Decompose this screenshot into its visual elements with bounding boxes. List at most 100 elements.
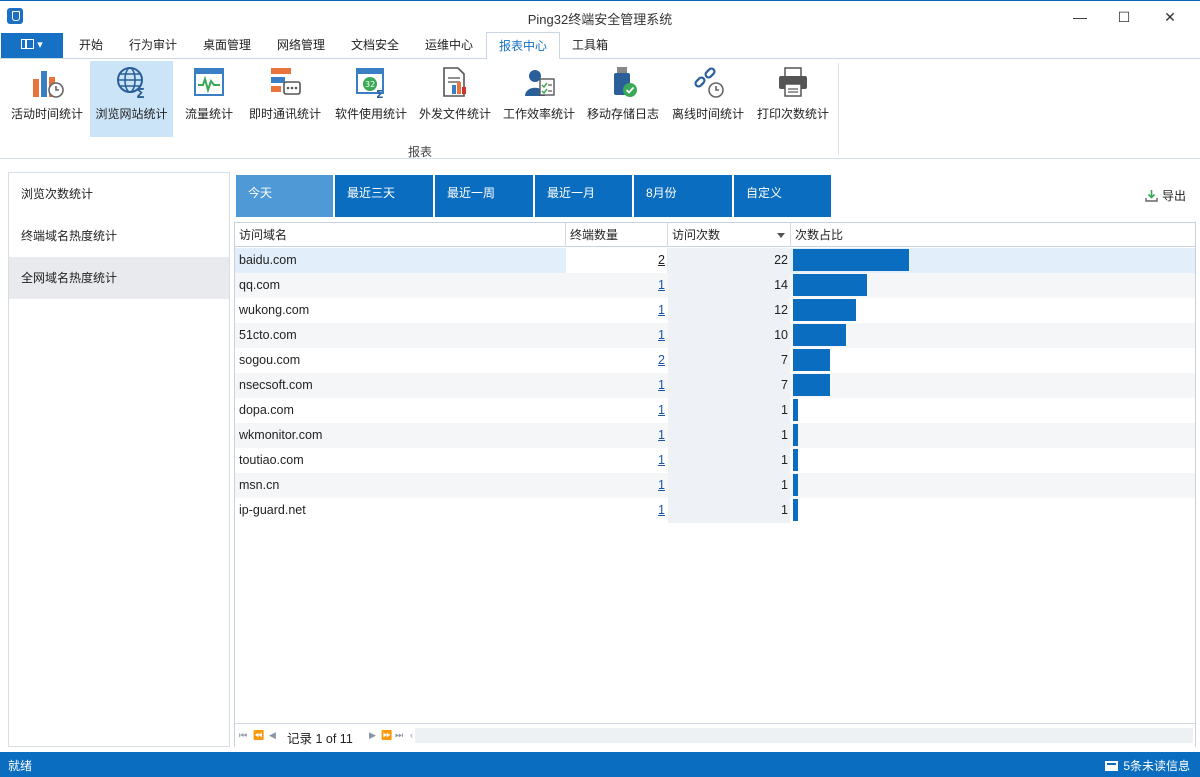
table-row[interactable]: sogou.com 2 7: [235, 348, 1195, 373]
table-row[interactable]: ip-guard.net 1 1: [235, 498, 1195, 523]
report-nav-panel: 浏览次数统计 终端域名热度统计 全网域名热度统计: [8, 172, 230, 747]
app-menu-button[interactable]: ▾: [1, 33, 63, 58]
domain-cell: wkmonitor.com: [239, 428, 323, 442]
sort-descending-icon: [777, 233, 785, 238]
ribbon-traffic-button[interactable]: 流量统计: [180, 61, 238, 137]
date-tab-today[interactable]: 今天: [236, 175, 333, 217]
visit-count-cell: 7: [781, 353, 788, 367]
export-button[interactable]: 导出: [1145, 187, 1186, 204]
tab-start[interactable]: 开始: [78, 38, 103, 52]
column-header-label: 访问次数: [672, 228, 721, 242]
visit-count-cell: 14: [774, 278, 788, 292]
column-header-ratio[interactable]: 次数占比: [795, 228, 844, 242]
last-page-icon[interactable]: ⏭: [395, 730, 404, 740]
visit-cell-background: [668, 248, 790, 273]
ribbon-print-count-button[interactable]: 打印次数统计: [752, 61, 834, 137]
table-row[interactable]: wukong.com 1 12: [235, 298, 1195, 323]
visit-cell-background: [668, 273, 790, 298]
unread-messages-label: 5条未读信息: [1123, 759, 1190, 773]
domain-cell: msn.cn: [239, 478, 280, 492]
prev-page-group-icon[interactable]: ⏪: [253, 730, 265, 740]
grid-header: 访问域名 终端数量 访问次数 次数占比: [235, 223, 1195, 247]
ribbon-group-separator: [838, 63, 839, 155]
tab-document-security[interactable]: 文档安全: [350, 38, 399, 52]
domain-stats-grid: 访问域名 终端数量 访问次数 次数占比 baidu.com 2 22 qq.com 1 1…: [234, 222, 1196, 747]
tab-desktop-management[interactable]: 桌面管理: [202, 38, 251, 52]
outgoing-file-icon: [438, 65, 472, 99]
terminal-count-link[interactable]: 1: [658, 278, 665, 292]
tab-behavior-audit[interactable]: 行为审计: [128, 38, 177, 52]
prev-page-icon[interactable]: ◀: [269, 730, 276, 740]
ribbon-software-usage-button[interactable]: 32 Σ 软件使用统计: [330, 61, 412, 137]
next-page-group-icon[interactable]: ⏩: [381, 730, 393, 740]
close-button[interactable]: ✕: [1164, 9, 1176, 25]
ribbon-im-button[interactable]: 即时通讯统计: [244, 61, 326, 137]
tab-network-management[interactable]: 网络管理: [276, 38, 325, 52]
first-page-icon[interactable]: ⏮: [239, 730, 248, 740]
terminal-count-link[interactable]: 1: [658, 428, 665, 442]
terminal-count-link[interactable]: 1: [658, 478, 665, 492]
date-tab-last-month[interactable]: 最近一月: [535, 175, 632, 217]
menu-grid-icon: [21, 39, 35, 49]
visit-cell-background: [668, 473, 790, 498]
visit-cell-background: [668, 373, 790, 398]
ribbon-button-label: 打印次数统计: [756, 107, 829, 121]
ribbon-button-label: 工作效率统计: [502, 107, 575, 121]
terminal-cell-background: [566, 248, 667, 273]
status-text: 就绪: [8, 759, 33, 773]
ribbon-button-label: 移动存储日志: [586, 107, 659, 121]
terminal-count-link[interactable]: 1: [658, 503, 665, 517]
scroll-left-icon[interactable]: ‹: [410, 730, 413, 740]
visit-cell-background: [668, 498, 790, 523]
tab-report-center[interactable]: 报表中心: [486, 32, 560, 60]
ribbon-outgoing-file-button[interactable]: 外发文件统计: [414, 61, 496, 137]
table-row[interactable]: nsecsoft.com 1 7: [235, 373, 1195, 398]
nav-item-network-domain-heat[interactable]: 全网域名热度统计: [9, 257, 229, 299]
table-row[interactable]: msn.cn 1 1: [235, 473, 1195, 498]
terminal-count-link[interactable]: 2: [658, 253, 665, 267]
status-bar: 就绪 5条未读信息: [0, 752, 1200, 777]
visit-count-cell: 1: [781, 403, 788, 417]
nav-item-terminal-domain-heat[interactable]: 终端域名热度统计: [21, 229, 118, 243]
tab-ops-center[interactable]: 运维中心: [424, 38, 473, 52]
table-row[interactable]: wkmonitor.com 1 1: [235, 423, 1195, 448]
column-header-visit-count[interactable]: 访问次数: [668, 223, 791, 247]
date-tab-custom[interactable]: 自定义: [734, 175, 831, 217]
visit-count-cell: 1: [781, 453, 788, 467]
terminal-count-link[interactable]: 2: [658, 353, 665, 367]
date-tab-last-week[interactable]: 最近一周: [435, 175, 533, 217]
terminal-count-link[interactable]: 1: [658, 403, 665, 417]
table-row[interactable]: qq.com 1 14: [235, 273, 1195, 298]
ribbon-tab-bar: ▾ 开始 行为审计 桌面管理 网络管理 文档安全 运维中心 报表中心 工具箱: [0, 32, 1200, 60]
date-tab-last-3-days[interactable]: 最近三天: [335, 175, 433, 217]
ribbon-usb-log-button[interactable]: 移动存储日志: [582, 61, 664, 137]
ribbon-activity-time-button[interactable]: 活动时间统计: [6, 61, 88, 137]
date-tab-august[interactable]: 8月份: [634, 175, 732, 217]
activity-time-chart-icon: [30, 65, 64, 99]
nav-item-browse-count[interactable]: 浏览次数统计: [21, 187, 94, 201]
ribbon-button-label: 即时通讯统计: [248, 107, 321, 121]
maximize-button[interactable]: ☐: [1117, 9, 1131, 25]
ratio-bar: [793, 299, 856, 321]
table-row[interactable]: baidu.com 2 22: [235, 248, 1195, 273]
column-header-terminal-count[interactable]: 终端数量: [566, 223, 668, 247]
table-row[interactable]: 51cto.com 1 10: [235, 323, 1195, 348]
ribbon-group-label: 报表: [407, 145, 432, 159]
column-header-domain[interactable]: 访问域名: [235, 223, 566, 247]
tab-toolbox[interactable]: 工具箱: [571, 38, 608, 52]
terminal-count-link[interactable]: 1: [658, 303, 665, 317]
horizontal-scrollbar[interactable]: [415, 728, 1193, 743]
terminal-count-link[interactable]: 1: [658, 378, 665, 392]
terminal-count-link[interactable]: 1: [658, 453, 665, 467]
ribbon-offline-time-button[interactable]: 离线时间统计: [667, 61, 749, 137]
next-page-icon[interactable]: ▶: [369, 730, 376, 740]
ratio-bar: [793, 499, 798, 521]
unread-messages[interactable]: 5条未读信息: [1105, 757, 1190, 774]
minimize-button[interactable]: —: [1073, 9, 1087, 25]
chat-stats-icon: [268, 65, 302, 99]
ribbon-work-efficiency-button[interactable]: 工作效率统计: [498, 61, 580, 137]
table-row[interactable]: toutiao.com 1 1: [235, 448, 1195, 473]
table-row[interactable]: dopa.com 1 1: [235, 398, 1195, 423]
terminal-count-link[interactable]: 1: [658, 328, 665, 342]
ribbon-browse-sites-button[interactable]: Σ 浏览网站统计: [90, 61, 173, 137]
